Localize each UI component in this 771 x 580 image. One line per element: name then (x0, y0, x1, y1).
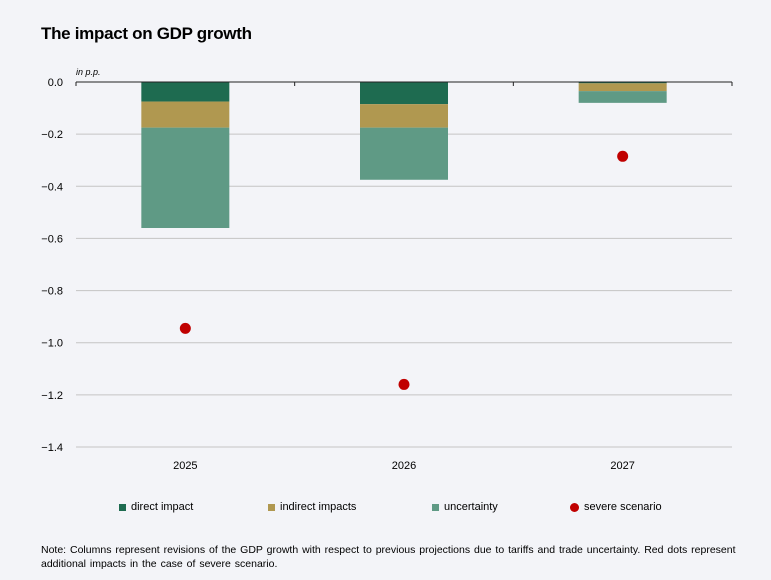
x-tick-label-2027: 2027 (610, 460, 634, 472)
legend-marker-severe-scenario (570, 502, 579, 512)
x-tick-label-2026: 2026 (392, 460, 416, 472)
bar-segment-indirect-impacts-2026 (360, 104, 448, 128)
legend-item-uncertainty: uncertainty (432, 501, 498, 513)
bar-segment-direct-impact-2026 (360, 82, 448, 105)
legend-item-severe-scenario: severe scenario (570, 501, 662, 513)
bar-segment-indirect-impacts-2027 (578, 83, 667, 92)
y-tick-label: −0.4 (41, 181, 63, 193)
severe-scenario-point-2025 (179, 322, 191, 334)
y-tick-label: −1.4 (41, 442, 63, 454)
bar-segment-direct-impact-2027 (578, 82, 667, 84)
bar-segment-uncertainty-2025 (141, 127, 230, 228)
legend-label-indirect-impacts: indirect impacts (280, 501, 357, 513)
severe-scenario-point-2027 (617, 150, 629, 162)
x-tick-label-2025: 2025 (173, 460, 197, 472)
y-tick-label: 0.0 (48, 77, 63, 89)
legend-swatch-direct-impact (119, 503, 126, 511)
bar-segment-uncertainty-2026 (360, 127, 448, 180)
bar-segment-direct-impact-2025 (141, 82, 230, 102)
chart-note: Note: Columns represent revisions of the… (41, 544, 736, 570)
legend-swatch-uncertainty (432, 503, 439, 511)
legend-label-direct-impact: direct impact (131, 501, 194, 513)
legend-label-severe-scenario: severe scenario (584, 501, 662, 513)
y-tick-label: −0.8 (41, 286, 63, 298)
y-tick-label: −0.6 (41, 233, 63, 245)
y-axis-unit-label: in p.p. (76, 67, 101, 77)
y-tick-label: −0.2 (41, 129, 63, 141)
bar-segment-uncertainty-2027 (578, 91, 667, 103)
legend-label-uncertainty: uncertainty (444, 501, 498, 513)
legend-item-indirect-impacts: indirect impacts (268, 501, 356, 513)
y-tick-label: −1.2 (41, 390, 63, 402)
y-tick-label: −1.0 (41, 338, 63, 350)
legend-item-direct-impact: direct impact (119, 501, 193, 513)
legend-swatch-indirect-impacts (268, 503, 275, 511)
chart-title: The impact on GDP growth (41, 24, 252, 43)
bar-segment-indirect-impacts-2025 (141, 101, 230, 128)
severe-scenario-point-2026 (398, 378, 410, 390)
